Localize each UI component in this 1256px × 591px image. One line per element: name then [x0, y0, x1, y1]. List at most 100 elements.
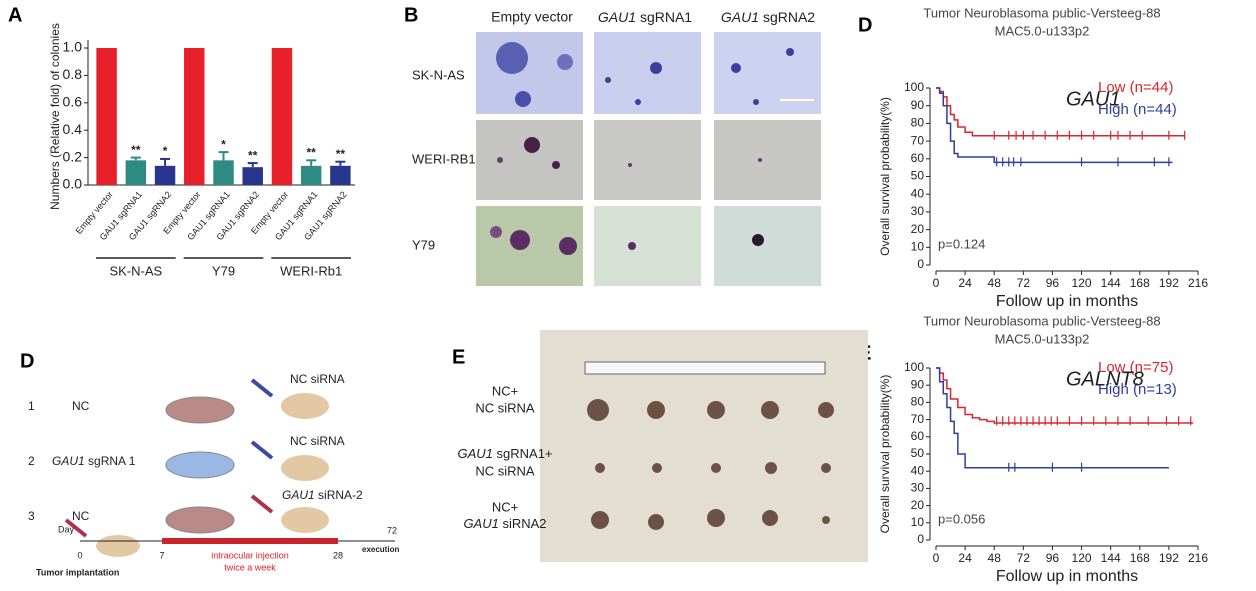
timeline-frequency: twice a week [224, 562, 276, 572]
treatment: GAU1 siRNA-2 [282, 488, 363, 502]
bar [125, 160, 147, 185]
column-header: GAU1 sgRNA2 [721, 9, 815, 25]
significance: ** [306, 146, 316, 160]
panel-label: D [20, 350, 34, 372]
y-tick-label: 100 [904, 80, 924, 94]
group-label: Y79 [212, 263, 235, 278]
y-tick-label: 40 [911, 463, 925, 477]
survival-curve [936, 367, 1194, 424]
bar [154, 165, 176, 185]
group-label: WERI-Rb1 [280, 263, 342, 278]
panel-e-photo: NC+ NC siRNA GAU1 sgRNA1+ NC siRNA NC+ G… [457, 330, 868, 562]
group-label: SK-N-AS [109, 263, 162, 278]
row-label: SK-N-AS [412, 67, 465, 82]
y-tick-label: 0 [917, 532, 924, 546]
colony [557, 54, 573, 70]
legend-entry: Low (n=75) [1098, 359, 1173, 376]
dish [165, 451, 235, 479]
survival-curve [936, 367, 1169, 469]
colony [628, 163, 632, 167]
micrograph [476, 120, 583, 200]
y-tick-label: 50 [911, 446, 925, 460]
micrograph [594, 32, 701, 114]
tumors [587, 399, 834, 530]
timeline-injection: intraocular injection [211, 550, 289, 560]
colony [753, 99, 759, 105]
colony [559, 237, 577, 255]
x-tick-label: 168 [1130, 276, 1150, 290]
mouse [281, 507, 329, 533]
colony [497, 157, 503, 163]
colony [752, 234, 764, 246]
day-tick: 72 [387, 525, 397, 535]
panel-label: D [858, 14, 872, 36]
micrograph [714, 120, 821, 200]
legend-entry: High (n=44) [1098, 101, 1177, 118]
y-tick-label: 80 [911, 395, 925, 409]
chart-subtitle: MAC5.0-u133p2 [995, 23, 1090, 38]
x-tick-label: 120 [1072, 551, 1092, 565]
y-tick-label: 70 [911, 412, 925, 426]
x-tick-label: 48 [988, 276, 1002, 290]
y-axis-label: Overall survival probability(%) [878, 97, 892, 256]
x-tick-label: 96 [1046, 551, 1060, 565]
injection-period [162, 538, 338, 544]
y-tick-label: 0.6 [63, 94, 83, 110]
panel-b: Empty vector GAU1 sgRNA1 GAU1 sgRNA2 SK-… [412, 9, 821, 286]
micrograph [714, 32, 821, 114]
gene-label: GAU1 [1066, 88, 1120, 110]
panel-label: E [452, 346, 465, 368]
y-tick-label: 0.0 [63, 176, 83, 192]
significance: * [163, 144, 168, 158]
colony [605, 77, 611, 83]
x-tick-label: 72 [1017, 276, 1031, 290]
group-cells: NC [72, 399, 90, 413]
syringe [64, 518, 88, 538]
y-tick-label: 1.0 [63, 39, 83, 55]
row-label: NC siRNA [475, 400, 535, 415]
y-tick-label: 0 [917, 257, 924, 271]
colony [635, 99, 641, 105]
colony [510, 230, 530, 250]
syringe [250, 378, 274, 398]
legend-entry: Low (n=44) [1098, 79, 1173, 96]
y-tick-label: 0.4 [63, 121, 83, 137]
x-tick-label: 144 [1101, 276, 1121, 290]
x-tick-label: 72 [1017, 551, 1031, 565]
y-tick-label: 90 [911, 377, 925, 391]
y-tick-label: 10 [911, 239, 925, 253]
panel-label: B [404, 4, 418, 26]
x-tick-label: 168 [1130, 551, 1150, 565]
gene-label: GALNT8 [1066, 368, 1144, 390]
dish [165, 396, 235, 424]
y-tick-label: 50 [911, 169, 925, 183]
row-label: GAU1 siRNA2 [463, 516, 546, 531]
colony [628, 242, 636, 250]
significance: ** [248, 148, 258, 162]
bar [242, 167, 263, 185]
treatment: NC siRNA [290, 372, 345, 386]
y-tick-label: 80 [911, 116, 925, 130]
row-label: Y79 [412, 237, 435, 252]
group-cells: NC [72, 509, 90, 523]
dish [165, 506, 235, 534]
x-tick-label: 216 [1188, 551, 1208, 565]
y-axis-label: Numbers (Relative fold) of colonies [48, 23, 62, 210]
syringe [250, 440, 274, 460]
treatment: NC siRNA [290, 434, 345, 448]
micrograph [714, 206, 821, 286]
x-tick-label: 0 [933, 551, 940, 565]
colony [552, 161, 560, 169]
colony [650, 62, 662, 74]
y-tick-label: 0.8 [63, 66, 83, 82]
x-tick-label: 48 [988, 551, 1002, 565]
bar [330, 165, 351, 185]
colony [786, 48, 794, 56]
y-tick-label: 30 [911, 481, 925, 495]
ruler [584, 361, 826, 375]
x-tick-label: 144 [1101, 551, 1121, 565]
y-tick-label: 40 [911, 186, 925, 200]
survival-curve [936, 87, 1173, 164]
micrograph [594, 120, 701, 200]
